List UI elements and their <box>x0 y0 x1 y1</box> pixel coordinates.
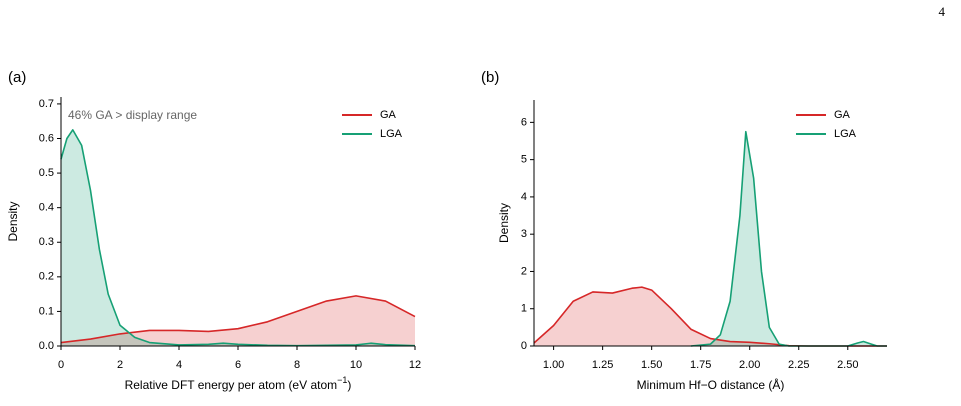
y-tick-label: 1 <box>521 303 527 315</box>
panel-label: (b) <box>481 69 499 86</box>
y-tick-label: 0.0 <box>39 340 54 352</box>
x-tick-label: 1.50 <box>641 359 662 371</box>
y-tick-label: 0.2 <box>39 271 54 283</box>
density-area <box>61 295 415 346</box>
density-area <box>690 131 887 346</box>
y-tick-label: 0 <box>521 340 527 352</box>
y-axis-label: Density <box>6 201 20 241</box>
legend-label: LGA <box>380 128 403 140</box>
y-tick-label: 2 <box>521 265 527 277</box>
legend-label: GA <box>834 109 851 121</box>
x-tick-label: 8 <box>294 359 300 371</box>
x-tick-label: 2.50 <box>837 359 858 371</box>
y-tick-label: 6 <box>521 116 527 128</box>
y-tick-label: 0.3 <box>39 236 54 248</box>
y-tick-label: 3 <box>521 228 527 240</box>
x-tick-label: 1.25 <box>592 359 613 371</box>
x-tick-label: 2 <box>117 359 123 371</box>
y-tick-label: 0.1 <box>39 305 54 317</box>
x-tick-label: 2.25 <box>788 359 809 371</box>
page-number: 4 <box>939 4 946 19</box>
panel-label: (a) <box>8 69 26 86</box>
x-axis-label-part: ) <box>347 378 351 392</box>
x-tick-label: 0 <box>58 359 64 371</box>
y-tick-label: 0.5 <box>39 167 54 179</box>
y-tick-label: 5 <box>521 154 527 166</box>
legend-label: GA <box>380 109 397 121</box>
y-axis-label: Density <box>497 203 511 243</box>
x-axis-label: Relative DFT energy per atom (eV atom−1) <box>125 375 352 392</box>
x-tick-label: 6 <box>235 359 241 371</box>
x-tick-label: 2.00 <box>739 359 760 371</box>
x-tick-label: 1.00 <box>543 359 564 371</box>
density-line <box>60 295 416 344</box>
y-tick-label: 0.7 <box>39 98 54 110</box>
y-tick-label: 4 <box>521 191 527 203</box>
x-axis-label-part: Relative DFT energy per atom (eV atom <box>125 378 338 392</box>
x-axis-label-part: Minimum Hf−O distance (Å) <box>637 377 785 392</box>
legend-label: LGA <box>834 128 857 140</box>
x-tick-label: 1.75 <box>690 359 711 371</box>
density-area <box>534 287 887 346</box>
x-axis-label-part: −1 <box>337 375 347 385</box>
density-area <box>61 129 415 346</box>
x-axis-label: Minimum Hf−O distance (Å) <box>637 377 785 392</box>
y-tick-label: 0.4 <box>39 202 54 214</box>
density-line <box>533 286 887 347</box>
x-tick-label: 10 <box>350 359 362 371</box>
x-tick-label: 12 <box>409 359 421 371</box>
density-line <box>60 129 416 347</box>
annotation: 46% GA > display range <box>68 108 197 122</box>
y-tick-label: 0.6 <box>39 132 54 144</box>
x-tick-label: 4 <box>176 359 182 371</box>
density-line <box>690 130 887 347</box>
